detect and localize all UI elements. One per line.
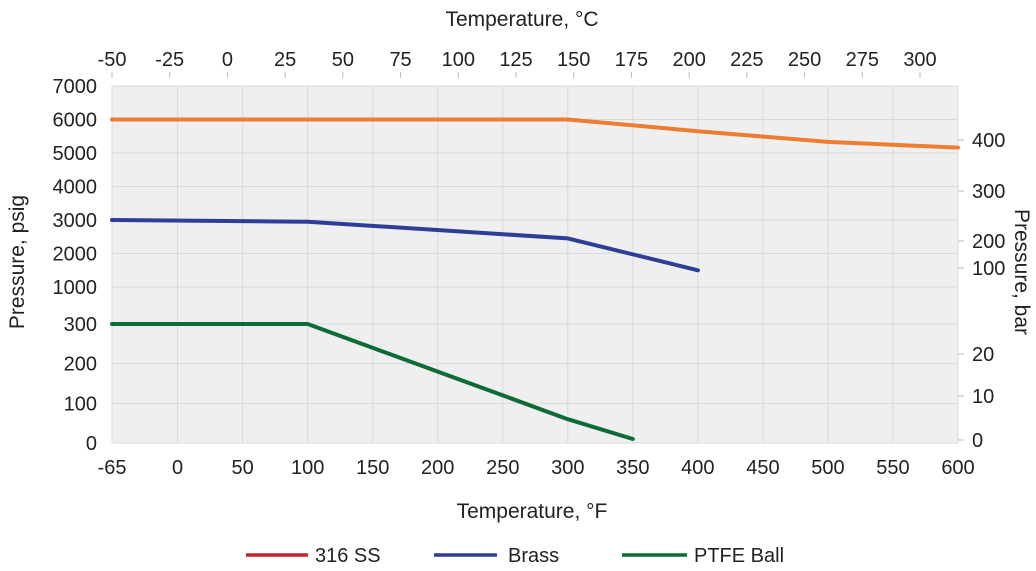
x-tick-top-label: 50 [332,49,354,71]
y-tick-right-label: 10 [972,386,994,408]
x-tick-bottom-label: 450 [746,457,779,479]
y-tick-left-label: 7000 [53,76,98,98]
x-axis-title-top: Temperature, °C [445,8,598,31]
plot-area [112,86,958,443]
x-tick-top-label: 200 [672,49,705,71]
x-tick-top-label: -25 [155,49,184,71]
x-tick-bottom-label: 350 [616,457,649,479]
x-tick-bottom-label: 50 [232,457,254,479]
legend-label-ptfe-ball: PTFE Ball [694,545,784,567]
series-line-brass [110,218,700,273]
y-tick-right-label: 0 [972,430,983,452]
x-tick-bottom-label: 100 [291,457,324,479]
y-tick-right-label: 300 [972,181,1005,203]
x-tick-top-label: 100 [442,49,475,71]
y-tick-left-label: 5000 [53,143,98,165]
y-tick-left-label: 200 [64,354,97,376]
legend-label-brass: Brass [508,545,559,567]
x-tick-top-label: 275 [846,49,879,71]
x-tick-top-label: 0 [222,49,233,71]
x-tick-top-label: 225 [730,49,763,71]
legend-label-316ss: 316 SS [315,545,381,567]
y-tick-right-label: 100 [972,258,1005,280]
y-tick-left-label: 6000 [53,110,98,132]
x-tick-bottom-label: 550 [876,457,909,479]
x-tick-bottom-label: 150 [356,457,389,479]
y-tick-left-label: 2000 [53,244,98,266]
y-tick-right-label: 20 [972,344,994,366]
x-tick-bottom-label: 250 [486,457,519,479]
x-tick-bottom-label: -65 [98,457,127,479]
x-tick-top-label: 250 [788,49,821,71]
x-tick-bottom-label: 500 [811,457,844,479]
series-line-ptfe-ball [110,322,635,441]
y-tick-left-label: 100 [64,393,97,415]
x-tick-bottom-label: 400 [681,457,714,479]
y-tick-left-label: 1000 [53,277,98,299]
x-tick-bottom-label: 300 [551,457,584,479]
x-tick-top-label: 125 [499,49,532,71]
y-tick-right-label: 200 [972,231,1005,253]
x-tick-bottom-label: 200 [421,457,454,479]
y-tick-left-label: 0 [86,433,97,455]
legend: 316 SS Brass PTFE Ball [246,545,784,567]
y-axis-title-left: Pressure, psig [6,195,29,329]
x-tick-top-label: -50 [98,49,127,71]
y-tick-right-label: 400 [972,130,1005,152]
series-lines [110,117,960,441]
x-tick-bottom-label: 600 [941,457,974,479]
y-tick-left-label: 300 [64,314,97,336]
grid [111,72,964,444]
x-tick-top-label: 75 [389,49,411,71]
series-line-316-ss [110,117,960,150]
y-tick-left-label: 3000 [53,210,98,232]
y-axis-title-right: Pressure, bar [1010,209,1033,335]
y-tick-left-label: 4000 [53,177,98,199]
x-tick-bottom-label: 0 [172,457,183,479]
x-tick-top-label: 150 [557,49,590,71]
x-tick-top-label: 300 [903,49,936,71]
x-tick-top-label: 175 [615,49,648,71]
tick-labels: -65 0 50 100 150 200 250 300 350 400 450 500 550 600-… [53,49,1006,479]
x-tick-top-label: 25 [274,49,296,71]
x-axis-title-bottom: Temperature, °F [457,500,608,523]
